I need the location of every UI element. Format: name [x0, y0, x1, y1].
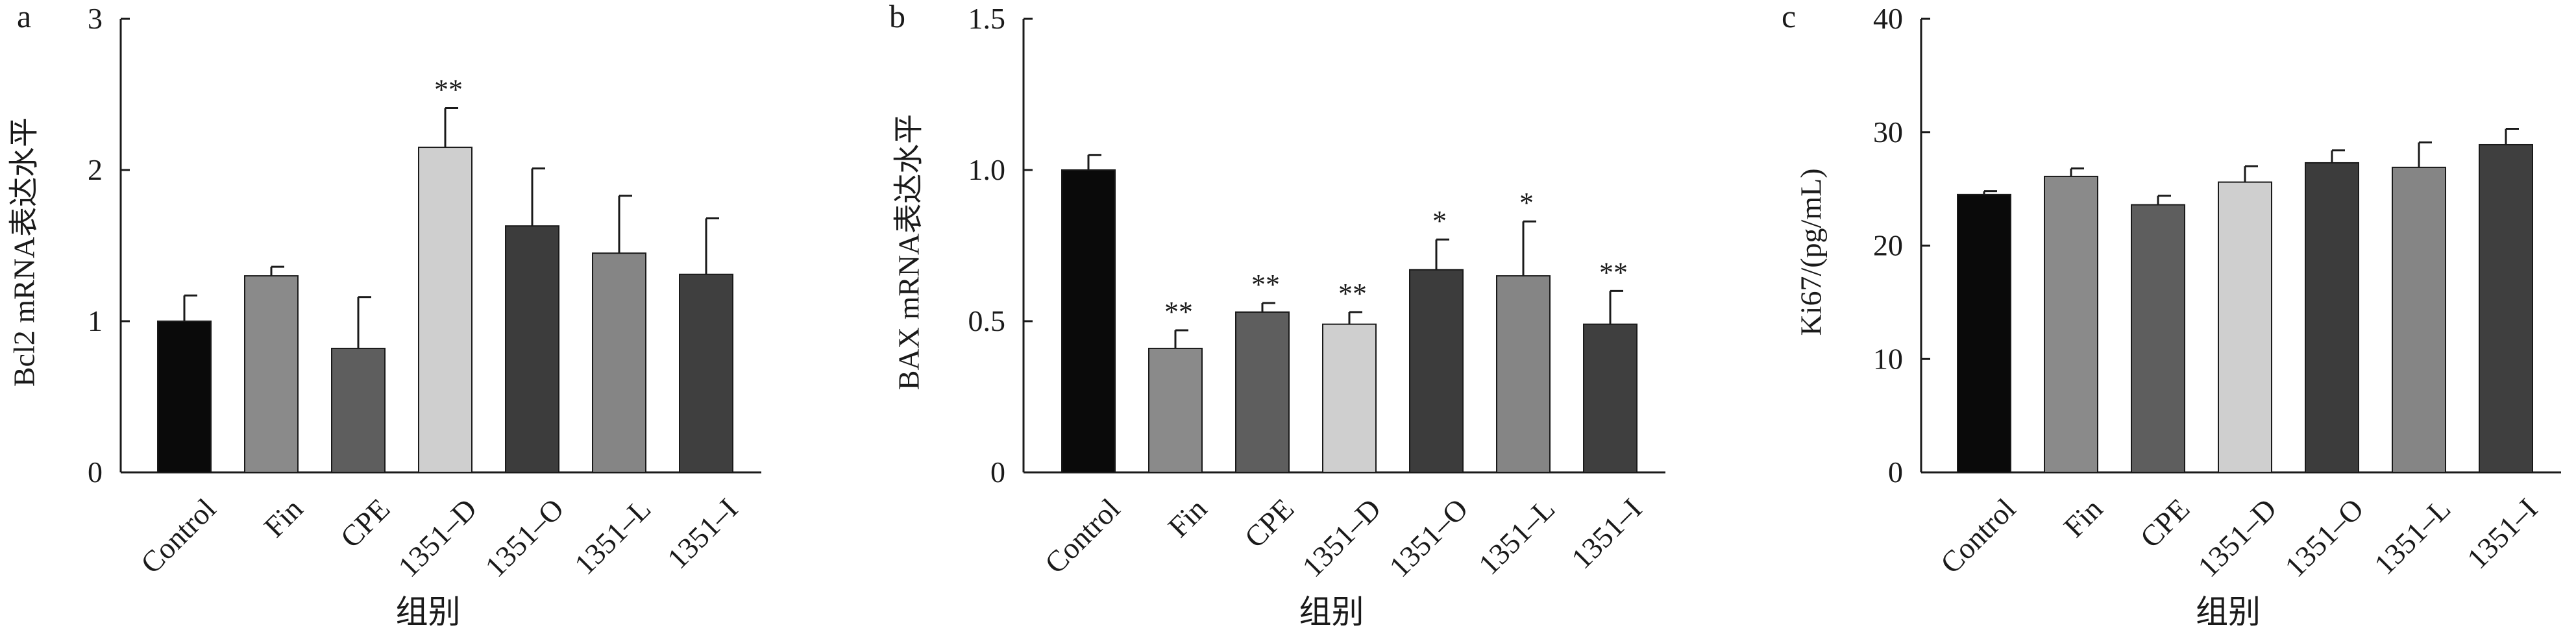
bar-3 [2131, 204, 2185, 473]
y-axis-title: BAX mRNA表达水平 [892, 114, 926, 391]
bar-7 [679, 273, 733, 473]
bar-6 [592, 252, 646, 473]
significance-marker: ** [434, 73, 463, 105]
significance-marker: * [1519, 187, 1534, 219]
x-tick-label: CPE [2134, 492, 2196, 554]
bar-4 [2218, 181, 2272, 473]
bar-4 [1322, 323, 1377, 473]
y-axis-title: Bcl2 mRNA表达水平 [8, 117, 41, 387]
y-axis-title: Ki67/(pg/mL) [1795, 168, 1828, 335]
bar-2 [1148, 347, 1203, 473]
x-axis-title: 组别 [396, 594, 461, 630]
bar-6 [2392, 166, 2446, 473]
x-tick-label: 1351–O [1382, 492, 1474, 583]
y-tick-label: 1.5 [968, 2, 1006, 35]
y-tick-label: 1.0 [968, 153, 1006, 186]
significance-marker: ** [1251, 269, 1280, 300]
x-tick-label: 1351–I [661, 492, 744, 575]
x-tick-label: Control [134, 492, 222, 579]
bar-4 [418, 147, 472, 474]
x-tick-label: Control [1038, 492, 1126, 579]
y-tick-label: 0 [88, 456, 103, 489]
bar-5 [1409, 269, 1464, 473]
x-tick-label: 1351–D [1295, 492, 1387, 583]
y-tick-label: 10 [1873, 342, 1903, 375]
x-tick-label: 1351–O [478, 492, 570, 583]
y-tick-label: 3 [88, 2, 103, 35]
x-tick-label: Fin [1162, 492, 1213, 543]
bar-3 [331, 347, 386, 473]
x-tick-label: Fin [258, 492, 309, 543]
bar-7 [1583, 323, 1638, 473]
bar-5 [2305, 162, 2359, 473]
panel-letter: b [889, 0, 905, 34]
x-tick-label: Control [1934, 492, 2022, 579]
x-tick-label: 1351–L [568, 492, 657, 581]
bar-1 [1061, 169, 1116, 473]
bar-1 [157, 321, 212, 473]
bar-5 [505, 225, 559, 473]
x-tick-label: 1351–I [2460, 492, 2544, 575]
x-tick-label: 1351–L [2368, 492, 2457, 581]
bar-2 [244, 275, 299, 473]
x-axis-title: 组别 [2196, 594, 2261, 630]
bar-1 [1957, 193, 2011, 473]
y-tick-label: 40 [1873, 2, 1903, 35]
x-tick-label: 1351–D [2191, 492, 2283, 583]
y-tick-label: 0 [990, 456, 1005, 489]
x-tick-label: 1351–L [1472, 492, 1561, 581]
significance-marker: ** [1338, 278, 1367, 310]
y-tick-label: 30 [1873, 115, 1903, 149]
significance-marker: ** [1599, 256, 1628, 288]
y-tick-label: 0 [1888, 456, 1903, 489]
bar-2 [2044, 175, 2098, 473]
x-tick-label: 1351–I [1565, 492, 1648, 575]
bar-6 [1496, 275, 1551, 473]
bar-3 [1235, 311, 1290, 473]
significance-marker: * [1432, 205, 1447, 237]
x-tick-label: 1351–O [2278, 492, 2370, 583]
significance-marker: ** [1164, 296, 1193, 328]
x-axis-title: 组别 [1299, 594, 1364, 630]
panel-letter: a [17, 0, 31, 34]
y-tick-label: 1 [88, 304, 103, 337]
panel-letter: c [1782, 0, 1796, 34]
x-tick-label: Fin [2057, 492, 2109, 543]
y-tick-label: 20 [1873, 229, 1903, 262]
y-tick-label: 0.5 [968, 304, 1006, 337]
x-tick-label: CPE [1238, 492, 1301, 554]
y-tick-label: 2 [88, 153, 103, 186]
bar-7 [2479, 143, 2533, 473]
x-tick-label: 1351–D [391, 492, 483, 583]
x-tick-label: CPE [334, 492, 397, 554]
